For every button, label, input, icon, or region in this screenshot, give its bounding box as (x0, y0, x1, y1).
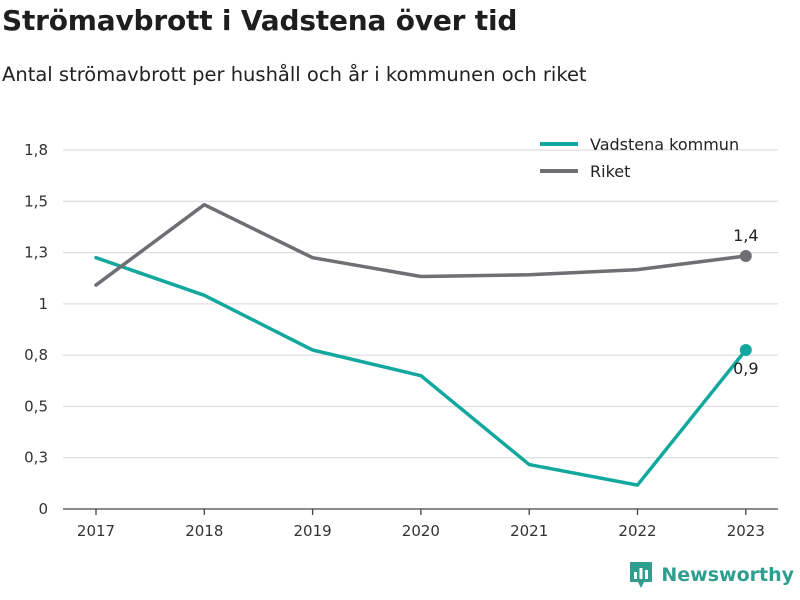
series-line-riket (94, 202, 748, 287)
legend-label: Vadstena kommun (590, 135, 739, 154)
x-tick-label: 2019 (294, 522, 332, 540)
legend-label: Riket (590, 162, 630, 181)
chart-subtitle: Antal strömavbrott per hushåll och år i … (2, 63, 587, 86)
chart-title: Strömavbrott i Vadstena över tid (2, 4, 518, 37)
brand-name: Newsworthy (661, 564, 794, 586)
y-axis: 0 0,3 0,5 0,8 1 1,3 1,5 1,8 (24, 141, 48, 518)
y-tick-label: 0,3 (24, 449, 48, 467)
x-tick-label: 2020 (402, 522, 440, 540)
series-line-vadstena (94, 255, 748, 487)
series-lines: 0,9 1,4 (94, 202, 759, 487)
y-tick-label: 0 (38, 500, 48, 518)
x-axis: 2017 2018 2019 2020 2021 2022 2023 (63, 508, 778, 540)
y-tick-label: 0,5 (24, 397, 48, 415)
data-label: 1,4 (733, 226, 758, 245)
y-tick-label: 1 (38, 295, 48, 313)
legend: Vadstena kommun Riket (540, 135, 739, 181)
y-tick-label: 1,8 (24, 141, 48, 159)
y-tick-label: 0,8 (24, 346, 48, 364)
newsworthy-brand[interactable]: Newsworthy (628, 560, 794, 590)
data-label: 0,9 (733, 359, 758, 378)
x-tick-label: 2018 (185, 522, 223, 540)
newsworthy-logo-icon (630, 562, 653, 588)
gridlines (63, 149, 778, 459)
y-tick-label: 1,3 (24, 244, 48, 262)
x-tick-label: 2021 (510, 522, 548, 540)
x-tick-label: 2022 (618, 522, 656, 540)
y-tick-label: 1,5 (24, 192, 48, 210)
series-end-point (739, 249, 752, 262)
x-tick-label: 2023 (727, 522, 765, 540)
series-end-point (739, 344, 752, 357)
x-tick-label: 2017 (77, 522, 115, 540)
